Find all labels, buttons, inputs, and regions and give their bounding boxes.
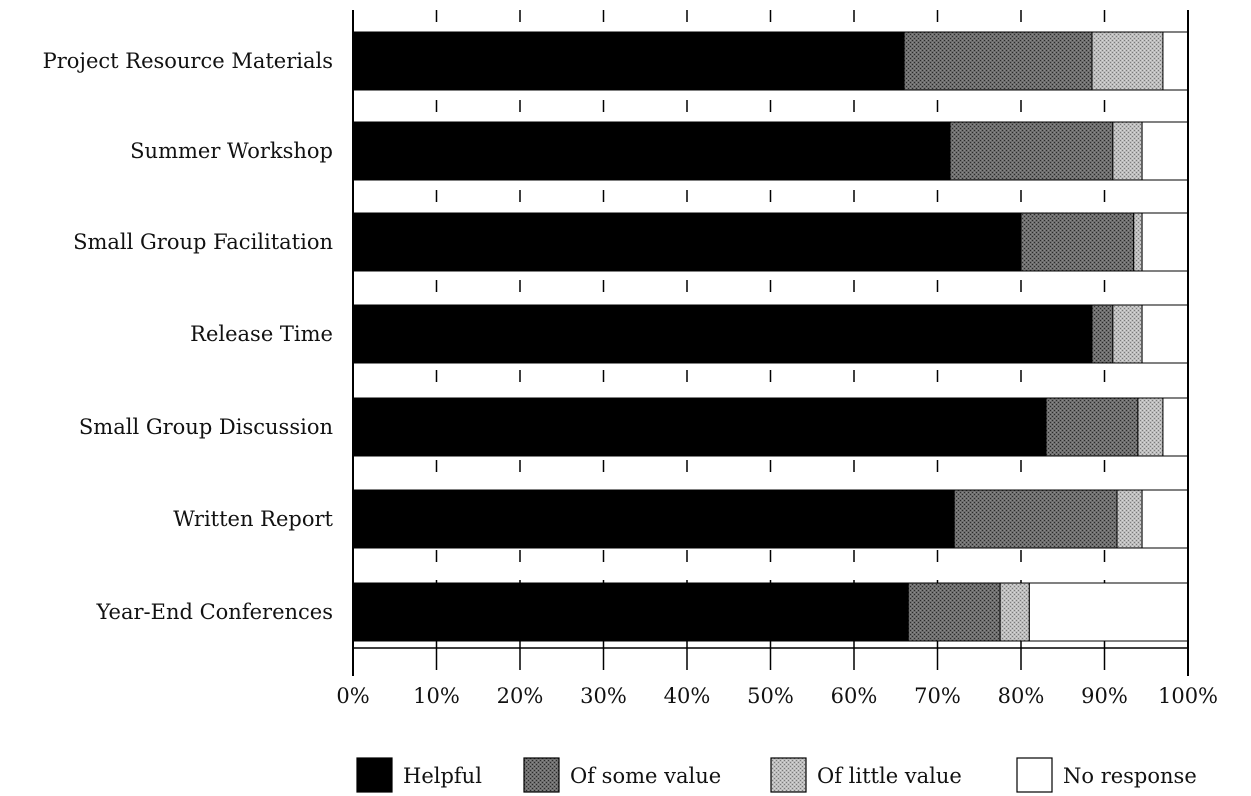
- bar-segment-of-some-value: [1020, 212, 1135, 272]
- x-tick-label: 20%: [497, 684, 544, 708]
- category-label: Year-End Conferences: [96, 600, 334, 624]
- legend-swatch: [356, 757, 393, 793]
- bar-segment-no-response: [1162, 31, 1189, 91]
- bar-segment-of-little-value: [1112, 304, 1143, 364]
- x-tick-label: 0%: [336, 684, 369, 708]
- bar-segment-helpful: [352, 121, 951, 181]
- bar-segment-of-little-value: [1137, 397, 1164, 457]
- legend: Helpful Of some value Of little value No re…: [356, 757, 1197, 793]
- bar-segment-helpful: [352, 212, 1022, 272]
- legend-item-no-response: No response: [1016, 757, 1197, 793]
- legend-label: Of some value: [570, 764, 721, 788]
- legend-label: No response: [1063, 764, 1197, 788]
- bar-segment-of-little-value: [1133, 212, 1143, 272]
- grid-layer: [352, 10, 1189, 648]
- category-label: Small Group Facilitation: [73, 230, 333, 254]
- legend-item-helpful: Helpful: [356, 757, 482, 793]
- x-tick-label: 50%: [747, 684, 794, 708]
- legend-label: Of little value: [817, 764, 962, 788]
- x-tick-label: 80%: [998, 684, 1045, 708]
- legend-swatch: [1016, 757, 1053, 793]
- bar-segment-no-response: [1162, 397, 1189, 457]
- category-label: Small Group Discussion: [79, 415, 333, 439]
- x-tick-label: 40%: [664, 684, 711, 708]
- bar-segment-no-response: [1028, 582, 1189, 642]
- bar-segment-helpful: [352, 31, 905, 91]
- bar-segment-of-some-value: [903, 31, 1093, 91]
- x-tick-label: 60%: [831, 684, 878, 708]
- legend-label: Helpful: [403, 764, 482, 788]
- category-labels: Project Resource Materials Summer Worksho…: [43, 49, 334, 624]
- x-tick-label: 30%: [580, 684, 627, 708]
- bar-segment-helpful: [352, 582, 909, 642]
- bar-segment-of-little-value: [1116, 489, 1143, 549]
- bar-segment-no-response: [1141, 212, 1189, 272]
- legend-item-of-little-value: Of little value: [770, 757, 962, 793]
- bar-segment-no-response: [1141, 489, 1189, 549]
- x-tick-label: 90%: [1081, 684, 1128, 708]
- bar-segment-no-response: [1141, 121, 1189, 181]
- bar-segment-helpful: [352, 304, 1093, 364]
- legend-item-of-some-value: Of some value: [523, 757, 721, 793]
- legend-swatch: [523, 757, 560, 793]
- bars-layer: [352, 31, 1189, 642]
- bar-segment-of-little-value: [1091, 31, 1164, 91]
- category-label: Release Time: [190, 322, 333, 346]
- x-tick-label: 70%: [914, 684, 961, 708]
- x-tick-labels: 0% 10% 20% 30% 40% 50% 60% 70% 80% 90% 100%: [336, 684, 1218, 708]
- category-label: Written Report: [173, 507, 333, 531]
- bar-segment-of-little-value: [1112, 121, 1143, 181]
- bar-segment-of-some-value: [1045, 397, 1139, 457]
- bar-segment-of-some-value: [907, 582, 1001, 642]
- bar-segment-of-little-value: [999, 582, 1030, 642]
- bar-segment-of-some-value: [1091, 304, 1114, 364]
- x-tick-label: 100%: [1158, 684, 1218, 708]
- legend-swatch: [770, 757, 807, 793]
- bar-segment-helpful: [352, 489, 955, 549]
- category-label: Summer Workshop: [130, 139, 333, 163]
- bar-segment-helpful: [352, 397, 1047, 457]
- category-label: Project Resource Materials: [43, 49, 333, 73]
- bar-segment-no-response: [1141, 304, 1189, 364]
- axis-layer: [352, 10, 1189, 676]
- bar-segment-of-some-value: [953, 489, 1118, 549]
- x-tick-label: 10%: [413, 684, 460, 708]
- bar-segment-of-some-value: [949, 121, 1114, 181]
